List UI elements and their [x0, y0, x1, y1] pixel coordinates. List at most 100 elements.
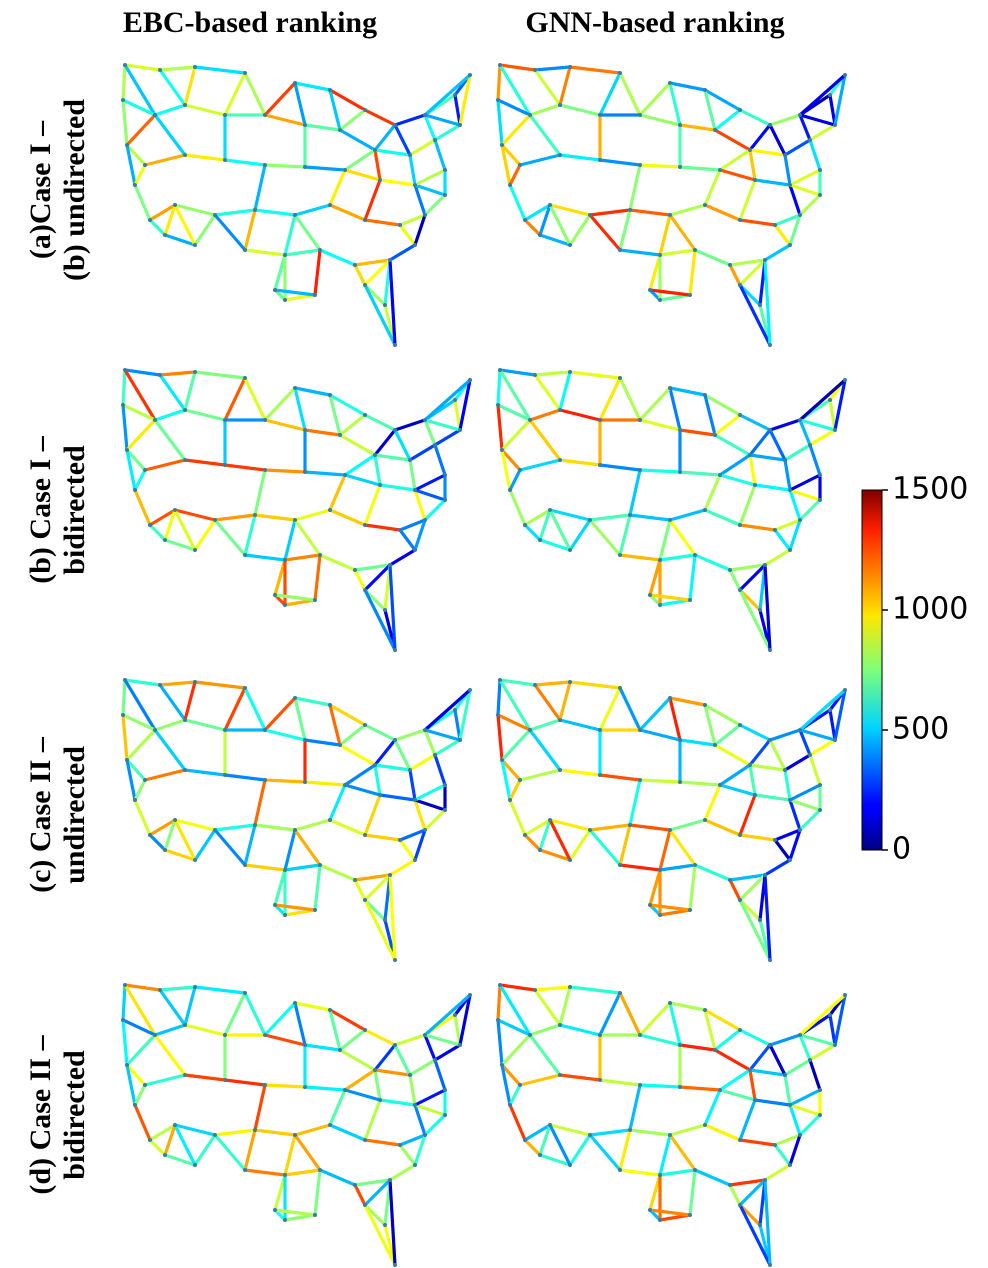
network-edge	[243, 686, 267, 732]
network-edge	[648, 868, 662, 907]
network-node	[548, 203, 552, 207]
network-edge	[508, 1103, 527, 1142]
network-node	[318, 553, 322, 557]
network-edge	[263, 696, 297, 732]
network-edge	[373, 148, 412, 157]
network-node	[768, 1043, 772, 1047]
network-node	[713, 743, 717, 747]
network-edge	[788, 1088, 822, 1107]
network-node	[538, 1153, 542, 1157]
network-edge	[500, 143, 522, 167]
network-edge	[628, 1083, 642, 1132]
network-edge	[263, 468, 307, 474]
network-node	[223, 1033, 227, 1037]
network-edge	[433, 1043, 462, 1062]
network-edge	[243, 376, 267, 422]
network-panel	[121, 63, 472, 347]
network-edge	[363, 1178, 392, 1207]
network-edge	[328, 1008, 342, 1052]
network-edge	[273, 868, 287, 907]
network-edge	[293, 696, 307, 742]
network-edge	[693, 863, 732, 882]
network-node	[738, 413, 742, 417]
network-edge	[363, 588, 397, 652]
network-edge	[423, 418, 462, 432]
network-edge	[648, 1173, 662, 1212]
network-node	[143, 163, 147, 167]
network-edge	[283, 1168, 322, 1177]
network-edge	[658, 248, 697, 257]
network-edge	[533, 988, 562, 1027]
network-node	[738, 1203, 742, 1207]
network-edge	[423, 113, 462, 127]
network-edge	[718, 1068, 752, 1092]
network-edge	[423, 498, 447, 522]
network-edge	[388, 258, 397, 347]
network-edge	[353, 568, 367, 592]
network-node	[363, 898, 367, 902]
network-node	[538, 848, 542, 852]
network-edge	[538, 203, 552, 237]
network-edge	[223, 773, 267, 782]
network-edge	[768, 738, 787, 772]
network-edge	[508, 163, 522, 187]
network-node	[433, 753, 437, 757]
network-edge	[693, 1168, 732, 1187]
network-node	[148, 523, 152, 527]
network-edge	[738, 258, 767, 287]
network-node	[173, 818, 177, 822]
network-node	[378, 483, 382, 487]
network-panel	[496, 983, 847, 1267]
network-edge	[223, 376, 247, 422]
network-edge	[668, 518, 697, 557]
network-edge	[658, 828, 672, 872]
network-node	[223, 773, 227, 777]
network-node	[638, 113, 642, 117]
network-node	[833, 1043, 837, 1047]
network-node	[163, 848, 167, 852]
network-edge	[528, 718, 562, 732]
network-node	[508, 1103, 512, 1107]
network-edge	[558, 1023, 602, 1037]
network-edge	[783, 1073, 792, 1107]
network-edge	[568, 370, 622, 380]
network-edge	[148, 508, 177, 527]
network-edge	[833, 73, 847, 127]
network-edge	[628, 468, 642, 517]
network-node	[693, 553, 697, 557]
network-node	[143, 778, 147, 782]
network-edge	[388, 858, 417, 877]
network-edge	[648, 1208, 692, 1217]
network-node	[518, 163, 522, 167]
network-edge	[193, 518, 217, 552]
network-edge	[453, 1013, 462, 1047]
network-node	[738, 833, 742, 837]
row-label: bidirected	[58, 445, 91, 575]
network-edge	[408, 138, 437, 157]
row-labels: (a)Case I – (b) undirected(b) Case I – bid…	[24, 99, 91, 1195]
network-node	[383, 303, 387, 307]
network-node	[568, 680, 572, 684]
network-node	[363, 413, 367, 417]
network-edge	[433, 138, 447, 172]
network-node	[318, 1168, 322, 1172]
network-node	[843, 378, 847, 382]
network-edge	[648, 288, 692, 297]
network-node	[153, 418, 157, 422]
network-node	[423, 518, 427, 522]
network-edge	[388, 243, 417, 262]
network-edge	[658, 1133, 672, 1177]
network-edge	[373, 428, 397, 457]
network-node	[833, 738, 837, 742]
network-edge	[353, 1183, 367, 1207]
network-edge	[328, 88, 367, 112]
network-edge	[343, 783, 382, 797]
network-node	[703, 393, 707, 397]
network-node	[408, 153, 412, 157]
network-node	[313, 293, 317, 297]
network-edge	[638, 1083, 682, 1089]
network-node	[558, 103, 562, 107]
network-edge	[728, 873, 767, 882]
network-edge	[388, 1163, 417, 1182]
network-node	[313, 908, 317, 912]
